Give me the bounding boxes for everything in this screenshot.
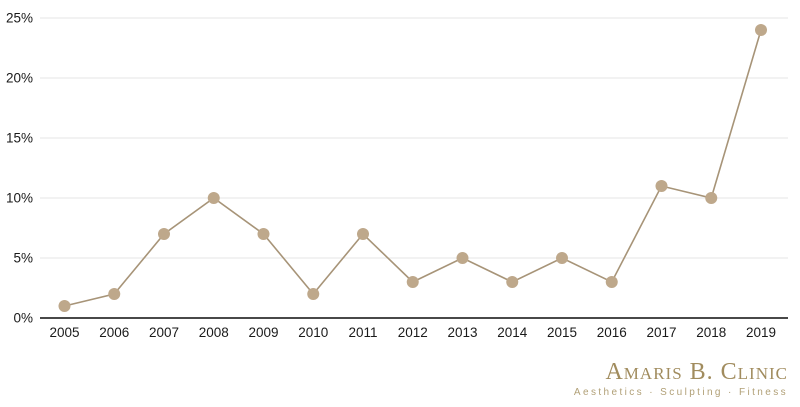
data-point (506, 276, 519, 288)
x-tick-label: 2008 (199, 325, 229, 340)
y-tick-label: 5% (13, 251, 33, 266)
brand-name: Amaris B. Clinic (605, 359, 788, 385)
x-tick-label: 2014 (497, 325, 528, 340)
data-point (108, 288, 121, 300)
data-point (605, 276, 618, 288)
data-point (357, 228, 369, 240)
x-tick-label: 2017 (646, 325, 676, 340)
y-tick-label: 15% (6, 131, 33, 146)
data-point (207, 192, 220, 204)
x-tick-label: 2015 (547, 325, 577, 340)
x-tick-label: 2012 (398, 325, 428, 340)
data-point (655, 180, 668, 192)
y-tick-label: 20% (6, 71, 33, 86)
annual-percentage-line-chart: 0% 5% 10% 15% 20% 25% 2005 2006 2007 2008 2009 2010… (6, 11, 788, 340)
x-tick-label: 2016 (597, 325, 627, 340)
data-point (307, 288, 320, 300)
x-tick-label: 2019 (746, 325, 776, 340)
x-tick-label: 2013 (447, 325, 477, 340)
data-point (58, 300, 71, 312)
y-tick-label: 10% (6, 191, 33, 206)
x-tick-label: 2009 (248, 325, 278, 340)
x-tick-label: 2018 (696, 325, 726, 340)
data-point (705, 192, 718, 204)
data-point (406, 276, 419, 288)
data-point (556, 252, 568, 264)
brand-tagline: Aesthetics · Sculpting · Fitness (573, 387, 788, 398)
data-line (64, 29, 762, 307)
y-tick-label: 0% (13, 311, 33, 326)
x-tick-label: 2007 (149, 325, 179, 340)
brand-logo: Amaris B. Clinic Aesthetics · Sculpting … (574, 360, 788, 398)
x-tick-label: 2010 (298, 325, 328, 340)
data-point (257, 228, 270, 240)
data-point (158, 228, 170, 240)
x-tick-label: 2006 (99, 325, 129, 340)
x-tick-label: 2005 (49, 325, 79, 340)
data-point (755, 24, 767, 36)
data-point (456, 252, 469, 264)
y-tick-label: 25% (6, 11, 33, 26)
x-tick-label: 2011 (348, 325, 377, 340)
